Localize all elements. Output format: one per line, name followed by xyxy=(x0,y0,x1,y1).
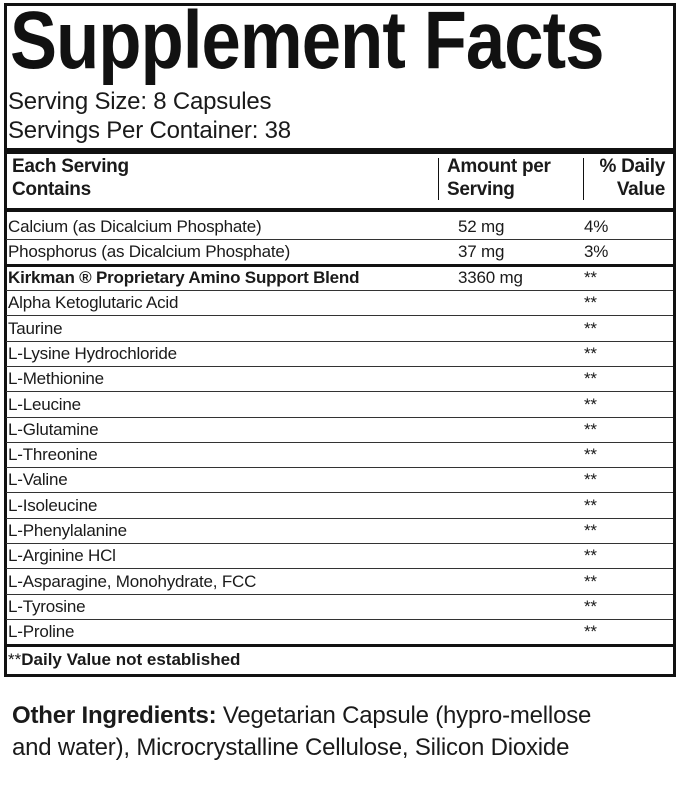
header-daily-value: % Daily Value xyxy=(590,155,666,201)
nutrient-daily-value: ** xyxy=(584,596,597,616)
header-line: Value xyxy=(616,179,665,200)
nutrient-daily-value: ** xyxy=(584,394,597,414)
table-row: L-Methionine ** xyxy=(6,366,673,393)
nutrient-daily-value: ** xyxy=(584,571,597,591)
nutrient-name: Kirkman ® Proprietary Amino Support Blen… xyxy=(8,268,360,287)
nutrient-daily-value: ** xyxy=(584,293,597,313)
table-row: L-Valine ** xyxy=(6,467,673,494)
header-each-serving: Each Serving Contains xyxy=(12,155,129,201)
table-row: Kirkman ® Proprietary Amino Support Blen… xyxy=(6,265,673,291)
supplement-facts-panel xyxy=(4,3,676,677)
nutrient-name: Taurine xyxy=(8,318,63,338)
table-row: L-Isoleucine ** xyxy=(6,493,673,519)
nutrient-daily-value: ** xyxy=(584,546,597,566)
nutrient-daily-value: ** xyxy=(584,495,597,515)
servings-per-container: Servings Per Container: 38 xyxy=(8,117,291,144)
nutrient-daily-value: ** xyxy=(584,268,597,287)
nutrient-daily-value: ** xyxy=(584,622,597,642)
table-row: L-Threonine ** xyxy=(6,442,673,469)
table-row: L-Tyrosine ** xyxy=(6,594,673,620)
nutrient-name: L-Arginine HCl xyxy=(8,546,116,566)
nutrient-name: L-Methionine xyxy=(8,369,104,389)
nutrient-name: Phosphorus (as Dicalcium Phosphate) xyxy=(8,242,291,261)
nutrient-daily-value: ** xyxy=(584,343,597,363)
nutrient-name: L-Tyrosine xyxy=(8,596,86,616)
nutrient-name: Alpha Ketoglutaric Acid xyxy=(8,293,179,313)
nutrient-daily-value: ** xyxy=(584,470,597,490)
nutrient-name: L-Glutamine xyxy=(8,419,99,439)
nutrient-daily-value: ** xyxy=(584,369,597,389)
nutrient-name: L-Leucine xyxy=(8,394,81,414)
table-row: L-Leucine ** xyxy=(6,392,673,418)
table-row: L-Glutamine ** xyxy=(6,417,673,443)
nutrient-daily-value: 4% xyxy=(584,217,609,236)
table-row: L-Asparagine, Monohydrate, FCC ** xyxy=(6,569,673,595)
table-row: Phosphorus (as Dicalcium Phosphate) 37 mg… xyxy=(6,239,673,267)
nutrient-name: L-Isoleucine xyxy=(8,495,98,515)
header-line: Contains xyxy=(12,179,91,200)
nutrient-name: L-Asparagine, Monohydrate, FCC xyxy=(8,571,257,591)
header-line: Each Serving xyxy=(12,156,129,177)
table-row: L-Proline ** xyxy=(6,619,673,646)
nutrient-daily-value: ** xyxy=(584,445,597,465)
nutrient-daily-value: 3% xyxy=(584,242,609,261)
table-row: L-Arginine HCl ** xyxy=(6,543,673,570)
other-ingredients-text: Vegetarian Capsule (hypro-mellose and wa… xyxy=(12,702,592,761)
thick-divider xyxy=(6,148,673,154)
medium-divider xyxy=(6,644,673,647)
medium-divider xyxy=(6,208,673,212)
nutrient-amount: 3360 mg xyxy=(458,268,523,287)
footnote-text: Daily Value not established xyxy=(21,650,241,669)
header-line: Amount per xyxy=(447,156,551,177)
nutrient-name: L-Lysine Hydrochloride xyxy=(8,343,177,363)
table-row: Taurine ** xyxy=(6,316,673,342)
nutrient-daily-value: ** xyxy=(584,419,597,439)
nutrient-daily-value: ** xyxy=(584,318,597,338)
header-line: % Daily xyxy=(599,156,666,177)
other-ingredients: Other Ingredients: Vegetarian Capsule (h… xyxy=(12,700,632,764)
table-row: L-Phenylalanine ** xyxy=(6,518,673,544)
nutrient-name: L-Valine xyxy=(8,470,68,490)
column-divider xyxy=(438,158,439,200)
nutrient-name: L-Proline xyxy=(8,622,75,642)
panel-title: Supplement Facts xyxy=(10,0,604,86)
nutrient-name: Calcium (as Dicalcium Phosphate) xyxy=(8,217,262,236)
other-ingredients-label: Other Ingredients: xyxy=(12,702,217,729)
serving-size: Serving Size: 8 Capsules xyxy=(8,88,272,115)
footnote: **Daily Value not established xyxy=(8,648,240,672)
footnote-stars: ** xyxy=(8,650,22,669)
header-line: Serving xyxy=(447,179,515,200)
header-amount: Amount per Serving xyxy=(447,155,551,201)
table-row: Alpha Ketoglutaric Acid ** xyxy=(6,290,673,317)
table-row: Calcium (as Dicalcium Phosphate) 52 mg 4% xyxy=(6,214,673,240)
nutrient-amount: 52 mg xyxy=(458,217,505,236)
column-divider xyxy=(583,158,584,200)
nutrient-name: L-Threonine xyxy=(8,445,98,465)
nutrient-amount: 37 mg xyxy=(458,242,505,261)
table-row: L-Lysine Hydrochloride ** xyxy=(6,341,673,367)
nutrient-daily-value: ** xyxy=(584,521,597,540)
nutrient-name: L-Phenylalanine xyxy=(8,521,127,540)
